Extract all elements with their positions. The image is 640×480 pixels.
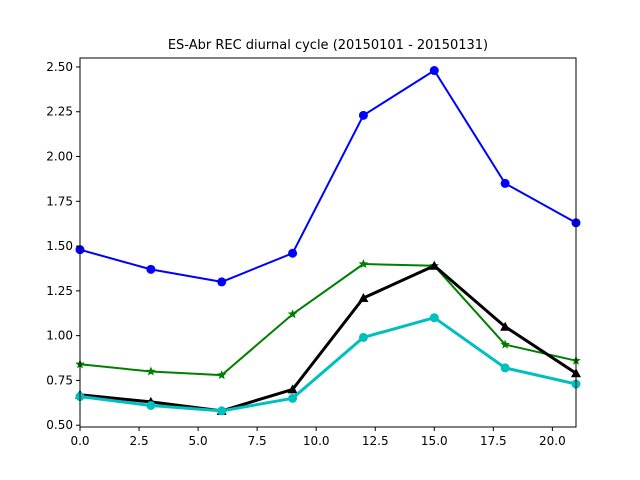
data-point [146,264,156,274]
data-point [358,293,369,303]
data-point [500,321,511,331]
data-point [217,406,227,416]
x-tick-label: 0.0 [70,434,89,448]
data-point [217,370,227,380]
x-tick-label: 20.0 [539,434,566,448]
data-point [500,178,510,188]
x-tick-label: 17.5 [480,434,507,448]
data-point [429,313,439,323]
data-point [288,248,298,258]
data-point [358,332,368,342]
series-line [79,263,577,377]
y-tick-label: 1.75 [46,194,73,208]
data-point [287,384,298,394]
data-point [287,309,298,319]
data-point [146,366,156,376]
plot-frame [79,57,577,428]
data-point [429,66,439,76]
x-tick-label: 10.0 [303,434,330,448]
series-3 [75,260,581,415]
series-line [79,264,577,413]
data-point [358,259,369,268]
data-point [288,393,298,403]
y-tick-label: 0.50 [46,418,73,432]
y-tick-label: 1.00 [46,329,73,343]
x-tick-label: 15.0 [421,434,448,448]
data-point [146,401,156,411]
data-point [500,339,510,349]
y-tick-label: 1.25 [46,284,73,298]
series-line [79,316,577,413]
y-tick-label: 2.00 [46,150,73,164]
chart-title: ES-Abr REC diurnal cycle (20150101 - 201… [168,38,488,53]
y-tick-label: 2.25 [46,105,73,119]
series-1 [75,66,581,287]
series-line [79,69,577,283]
y-tick-label: 1.50 [46,239,73,253]
data-point [429,260,440,270]
data-point [217,277,227,287]
y-tick-label: 2.50 [46,60,73,74]
data-point [500,363,510,373]
y-tick-label: 0.75 [46,373,73,387]
x-tick-label: 7.5 [248,434,267,448]
x-tick-label: 2.5 [130,434,149,448]
series-4 [75,313,581,416]
x-tick-label: 12.5 [362,434,389,448]
x-tick-label: 5.0 [189,434,208,448]
data-point [358,110,368,120]
series-2 [75,259,581,380]
